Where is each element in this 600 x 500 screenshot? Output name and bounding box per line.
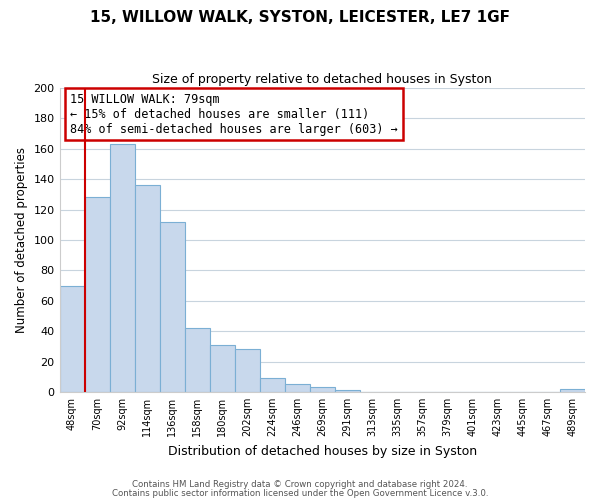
Bar xyxy=(134,186,160,392)
Bar xyxy=(335,390,360,392)
Bar xyxy=(209,345,235,392)
X-axis label: Distribution of detached houses by size in Syston: Distribution of detached houses by size … xyxy=(168,444,477,458)
Bar xyxy=(110,144,134,392)
Bar xyxy=(560,389,585,392)
Text: Contains HM Land Registry data © Crown copyright and database right 2024.: Contains HM Land Registry data © Crown c… xyxy=(132,480,468,489)
Bar xyxy=(310,388,335,392)
Bar xyxy=(160,222,185,392)
Y-axis label: Number of detached properties: Number of detached properties xyxy=(15,147,28,333)
Text: 15 WILLOW WALK: 79sqm
← 15% of detached houses are smaller (111)
84% of semi-det: 15 WILLOW WALK: 79sqm ← 15% of detached … xyxy=(70,92,398,136)
Text: Contains public sector information licensed under the Open Government Licence v.: Contains public sector information licen… xyxy=(112,488,488,498)
Bar xyxy=(235,350,260,392)
Bar xyxy=(85,198,110,392)
Title: Size of property relative to detached houses in Syston: Size of property relative to detached ho… xyxy=(152,72,492,86)
Bar xyxy=(260,378,285,392)
Bar xyxy=(59,286,85,392)
Bar xyxy=(185,328,209,392)
Text: 15, WILLOW WALK, SYSTON, LEICESTER, LE7 1GF: 15, WILLOW WALK, SYSTON, LEICESTER, LE7 … xyxy=(90,10,510,25)
Bar xyxy=(285,384,310,392)
